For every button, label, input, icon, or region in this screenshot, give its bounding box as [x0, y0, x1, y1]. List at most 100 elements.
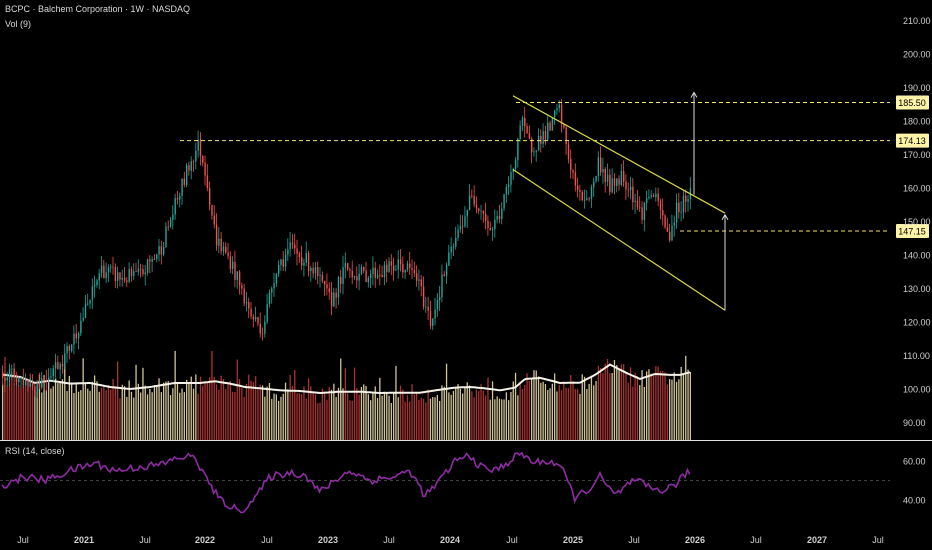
volume-bar: [567, 388, 570, 440]
volume-bar: [188, 383, 190, 440]
volume-bar: [673, 372, 675, 440]
candle-body: [234, 261, 236, 280]
candle-body: [222, 246, 225, 252]
volume-bar: [75, 383, 77, 440]
time-tick-label: Jul: [628, 535, 640, 545]
volume-bar: [335, 397, 337, 440]
volume-bar: [312, 392, 314, 440]
volume-bar: [29, 373, 31, 440]
volume-bar: [376, 398, 379, 440]
volume-bar: [135, 364, 137, 440]
candle-body: [77, 333, 80, 339]
volume-bar: [445, 363, 448, 440]
volume-bar: [48, 380, 50, 440]
candle-body: [491, 229, 494, 231]
candle-body: [662, 210, 664, 216]
volume-bar: [372, 392, 374, 440]
candle-body: [220, 238, 222, 252]
candle-body: [379, 274, 381, 276]
volume-bar: [652, 375, 655, 440]
candle-body: [324, 280, 326, 285]
volume-bar: [57, 383, 59, 440]
volume-bar: [87, 388, 89, 440]
candle-body: [482, 210, 485, 214]
volume-bar: [215, 384, 218, 440]
volume-bar: [130, 391, 133, 440]
candle-body: [158, 246, 160, 255]
candle-body: [687, 199, 689, 202]
candle-body: [441, 274, 443, 298]
channel-upper-line: [512, 95, 726, 214]
candle-body: [593, 181, 595, 188]
candle-body: [2, 372, 4, 378]
candle-body: [588, 198, 590, 200]
candle-body: [117, 272, 119, 281]
volume-bar: [291, 386, 294, 440]
candle-body: [20, 377, 22, 379]
candle-body: [567, 144, 570, 160]
candle-body: [255, 317, 257, 320]
candle-body: [655, 193, 657, 197]
candle-body: [639, 207, 641, 209]
candle-body: [229, 256, 232, 269]
candle-body: [243, 288, 245, 304]
price-tick-label: 160.00: [903, 183, 931, 193]
candle-body: [4, 378, 6, 381]
volume-bar: [259, 384, 261, 440]
candle-body: [305, 253, 307, 263]
volume-bar: [646, 371, 648, 440]
volume-bar: [528, 381, 530, 440]
volume-bar: [344, 368, 346, 440]
candle-body: [340, 276, 342, 284]
candle-body: [498, 215, 501, 219]
volume-bar: [452, 391, 455, 440]
time-tick-label: 2024: [440, 535, 460, 545]
candle-body: [96, 280, 98, 285]
candle-body: [531, 138, 533, 153]
candle-body: [66, 346, 68, 354]
candle-body: [494, 219, 496, 230]
candle-body: [144, 272, 146, 275]
volume-bar: [232, 391, 234, 440]
candle-body: [540, 136, 542, 144]
time-tick-label: Jul: [17, 535, 29, 545]
volume-bar: [514, 372, 517, 440]
volume-bar: [365, 385, 367, 440]
candle-body: [261, 333, 264, 335]
candle-body: [673, 222, 675, 226]
candle-body: [48, 377, 50, 380]
candle-body: [31, 383, 34, 387]
candle-body: [264, 321, 266, 334]
candle-body: [604, 169, 606, 182]
candle-body: [119, 272, 121, 280]
volume-bar: [420, 397, 422, 440]
volume-bar: [252, 382, 254, 440]
candle-body: [87, 303, 89, 305]
volume-bar: [149, 389, 151, 440]
candle-body: [457, 229, 459, 238]
candle-body: [259, 323, 261, 334]
volume-bar: [358, 394, 360, 440]
projection-arrow-up-head: [690, 91, 698, 98]
volume-bar: [105, 390, 107, 440]
candle-body: [114, 267, 117, 281]
candle-body: [590, 187, 593, 199]
candle-body: [367, 278, 370, 283]
volume-bar: [422, 398, 425, 440]
volume-bar: [602, 373, 604, 440]
volume-bar: [211, 351, 213, 440]
volume-bar: [363, 384, 365, 440]
volume-bar: [261, 385, 264, 440]
candle-body: [192, 161, 195, 163]
volume-bar: [531, 377, 533, 440]
volume-bar: [54, 378, 57, 440]
candle-body: [128, 269, 130, 282]
price-tick-label: 190.00: [903, 83, 931, 93]
volume-bar: [416, 392, 418, 440]
candle-body: [342, 267, 344, 284]
chart-title: BCPC · Balchem Corporation · 1W · NASDAQ: [5, 4, 191, 14]
candle-body: [652, 195, 655, 197]
volume-bar: [689, 372, 691, 440]
candle-body: [278, 265, 280, 274]
